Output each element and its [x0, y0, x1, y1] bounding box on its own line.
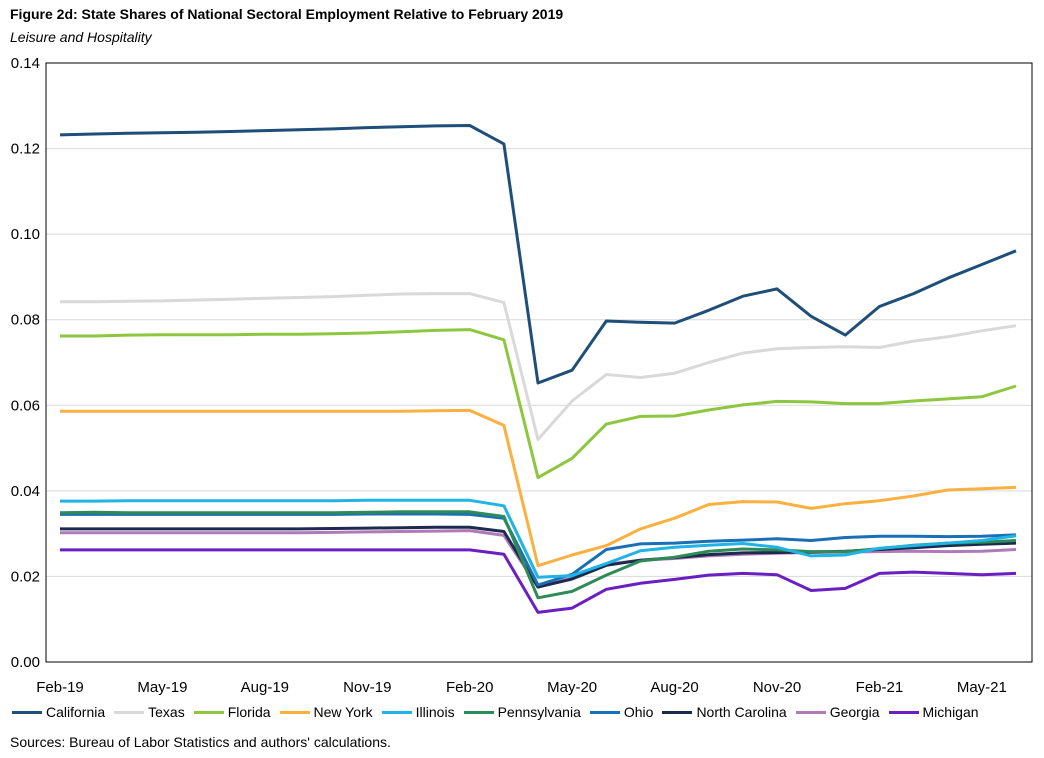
series-line-new-york	[60, 408, 1017, 568]
y-tick-label: 0.04	[11, 483, 40, 500]
legend-label: California	[46, 704, 106, 720]
legend-label: Ohio	[623, 704, 654, 720]
legend-swatch	[12, 710, 42, 714]
legend-item-california: California	[12, 704, 105, 720]
chart-title: Figure 2d: State Shares of National Sect…	[10, 6, 564, 22]
x-tick-label: May-19	[137, 679, 187, 696]
legend: California Texas Florida New York Illinois Pe…	[12, 704, 1044, 720]
source-note: Sources: Bureau of Labor Statistics and …	[10, 734, 391, 750]
series-line-michigan	[60, 548, 1017, 614]
x-tick-label: Feb-20	[446, 679, 494, 696]
plot-area-border	[45, 62, 1033, 663]
y-tick-label: 0.12	[11, 141, 40, 158]
y-tick-label: 0.10	[11, 226, 40, 243]
y-axis-ticks: 0.00 0.02 0.04 0.06 0.08 0.10 0.12 0.14	[11, 55, 40, 671]
legend-swatch	[463, 710, 494, 714]
legend-swatch	[381, 710, 412, 714]
line-chart: 0.00 0.02 0.04 0.06 0.08 0.10 0.12 0.14 Feb-19 M…	[11, 55, 1033, 696]
x-tick-label: May-21	[957, 679, 1007, 696]
x-tick-label: May-20	[547, 679, 597, 696]
x-tick-label: Feb-21	[856, 679, 904, 696]
legend-label: Georgia	[829, 704, 880, 720]
legend-item-illinois: Illinois	[381, 704, 455, 720]
legend-item-texas: Texas	[114, 704, 185, 720]
legend-item-pennsylvania: Pennsylvania	[463, 704, 581, 720]
series-line-illinois	[60, 498, 1017, 579]
x-tick-label: Feb-19	[36, 679, 84, 696]
legend-swatch	[888, 710, 919, 714]
legend-item-michigan: Michigan	[888, 704, 979, 720]
y-tick-label: 0.02	[11, 568, 40, 585]
legend-label: Texas	[148, 704, 185, 720]
legend-item-florida: Florida	[193, 704, 271, 720]
legend-label: North Carolina	[696, 704, 787, 720]
legend-item-north-carolina: North Carolina	[662, 704, 787, 720]
series-line-california	[59, 124, 1017, 385]
y-tick-label: 0.14	[11, 55, 40, 72]
legend-item-ohio: Ohio	[589, 704, 654, 720]
series-line-florida	[60, 328, 1017, 480]
legend-label: Illinois	[415, 704, 455, 720]
legend-swatch	[279, 710, 310, 714]
legend-swatch	[114, 710, 145, 714]
x-tick-label: Nov-20	[753, 679, 801, 696]
legend-item-new-york: New York	[279, 704, 373, 720]
chart-subtitle: Leisure and Hospitality	[10, 29, 152, 45]
legend-swatch	[193, 710, 224, 714]
series-lines	[59, 124, 1017, 614]
x-tick-label: Aug-20	[650, 679, 698, 696]
legend-label: Michigan	[922, 704, 979, 720]
x-tick-label: Nov-19	[343, 679, 391, 696]
x-tick-label: Aug-19	[241, 679, 289, 696]
series-line-texas	[60, 292, 1017, 441]
legend-item-georgia: Georgia	[795, 704, 880, 720]
legend-swatch	[795, 710, 826, 714]
x-axis-ticks: Feb-19 May-19 Aug-19 Nov-19 Feb-20 May-20 Aug-…	[36, 679, 1007, 696]
legend-swatch	[589, 710, 620, 714]
y-tick-label: 0.06	[11, 397, 40, 414]
y-tick-label: 0.00	[11, 654, 40, 671]
legend-label: Pennsylvania	[497, 704, 581, 720]
series-line-ohio	[60, 512, 1017, 587]
legend-swatch	[662, 710, 693, 714]
y-tick-label: 0.08	[11, 312, 40, 329]
legend-label: Florida	[227, 704, 271, 720]
series-line-pennsylvania	[59, 510, 1017, 600]
legend-label: New York	[313, 704, 373, 720]
